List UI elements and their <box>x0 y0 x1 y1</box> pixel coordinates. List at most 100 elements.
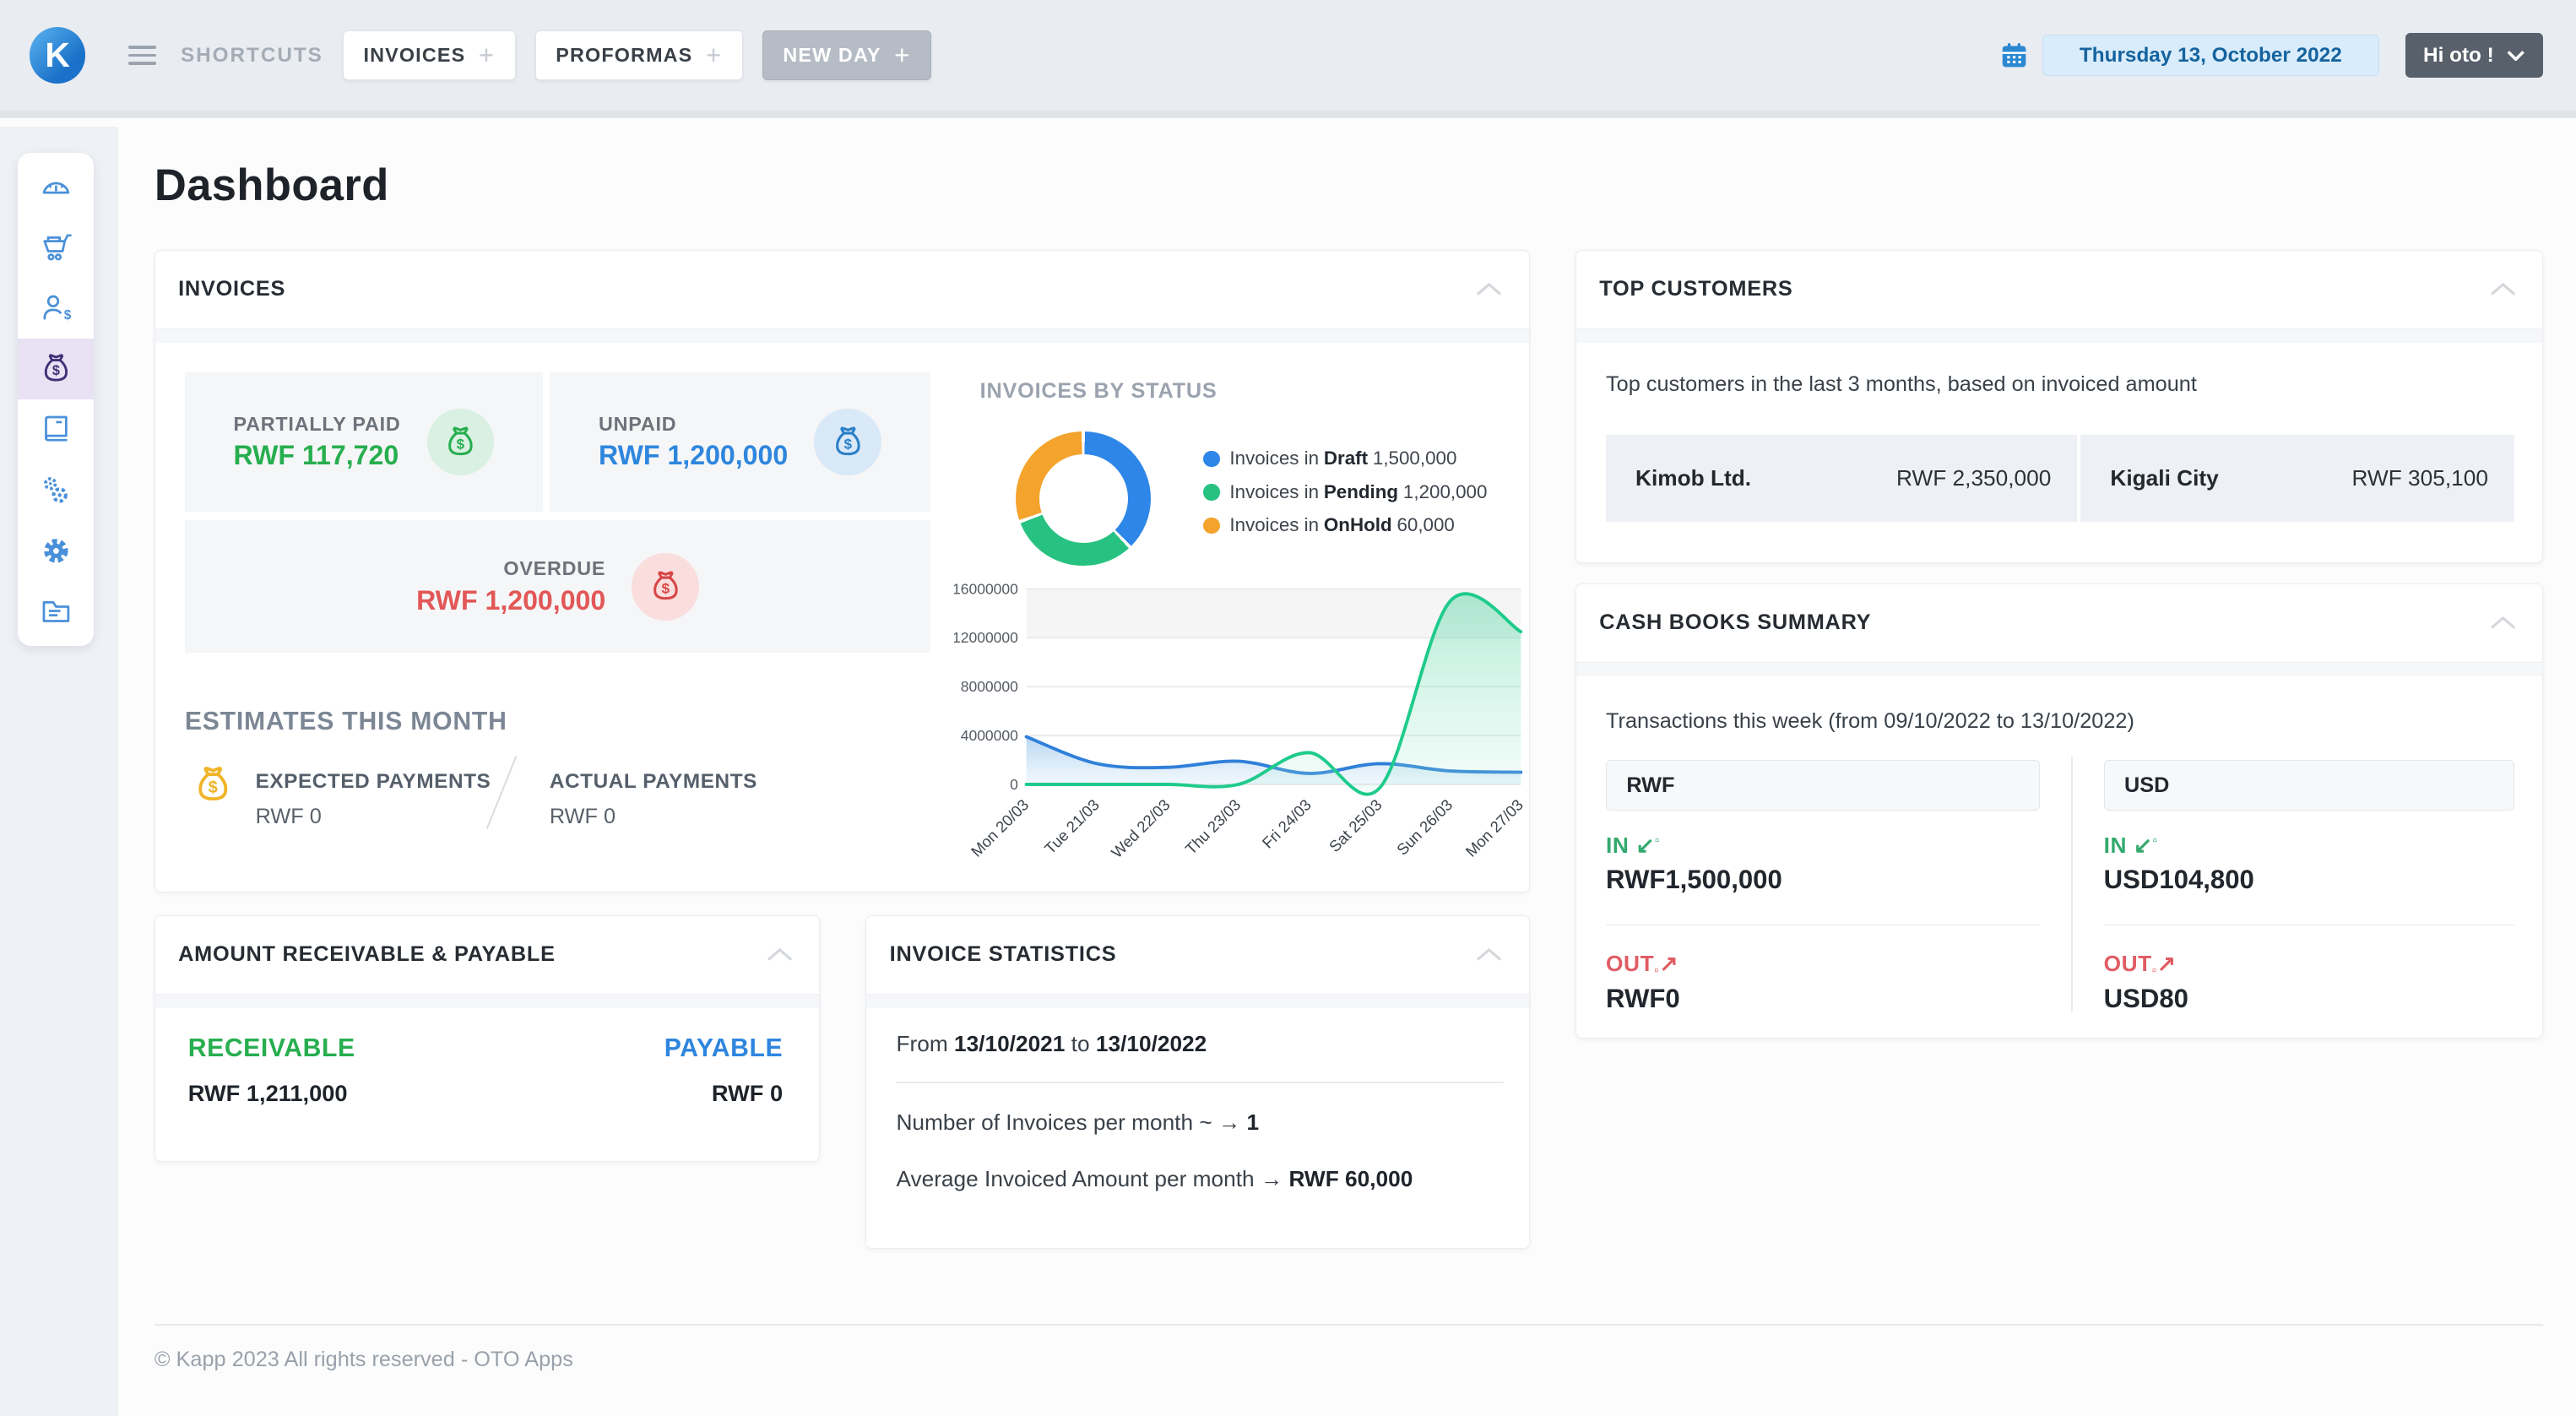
app-logo[interactable]: K <box>30 27 86 84</box>
svg-text:$: $ <box>63 308 71 323</box>
menu-icon[interactable] <box>127 45 156 66</box>
plus-icon: + <box>894 40 911 70</box>
receivable-label: RECEIVABLE <box>187 1034 355 1062</box>
date-picker[interactable]: Thursday 13, October 2022 <box>2042 35 2379 76</box>
sidebar-item-dashboard[interactable] <box>18 156 94 217</box>
collapse-chevron-icon[interactable] <box>1476 283 1502 296</box>
tile-label: OVERDUE <box>503 556 606 579</box>
svg-text:Sat 25/03: Sat 25/03 <box>1325 795 1385 855</box>
stat-average-amount: Average Invoiced Amount per month → RWF … <box>896 1165 1413 1191</box>
folder-docs-icon <box>42 601 69 623</box>
page-title: Dashboard <box>154 160 389 210</box>
legend-item-onhold[interactable]: Invoices in OnHold 60,000 <box>1203 514 1487 536</box>
expected-payments-value: RWF 0 <box>255 805 322 829</box>
collapse-chevron-icon[interactable] <box>2490 283 2516 296</box>
arrow-right-icon: → <box>1217 1109 1241 1136</box>
divider <box>896 1082 1505 1084</box>
payable-value: RWF 0 <box>711 1080 784 1107</box>
legend-prefix: Invoices in <box>1229 448 1320 469</box>
sidebar-item-settings[interactable] <box>18 521 94 582</box>
legend-prefix: Invoices in <box>1229 514 1320 536</box>
proformas-tab-button[interactable]: PROFORMAS + <box>534 30 743 80</box>
customer-dollar-icon: $ <box>43 295 71 323</box>
svg-text:16000000: 16000000 <box>954 580 1018 597</box>
top-customers-card: TOP CUSTOMERS Top customers in the last … <box>1575 249 2544 564</box>
cash-books-card: CASH BOOKS SUMMARY Transactions this wee… <box>1575 583 2544 1039</box>
out-value-usd: USD80 <box>2103 983 2188 1013</box>
customer-row[interactable]: Kimob Ltd. RWF 2,350,000 <box>1606 434 2078 522</box>
divider <box>2070 757 2073 1012</box>
legend-item-pending[interactable]: Invoices in Pending 1,200,000 <box>1203 481 1487 503</box>
card-band <box>155 329 1529 343</box>
legend-item-draft[interactable]: Invoices in Draft 1,500,000 <box>1203 448 1487 469</box>
svg-text:4000000: 4000000 <box>960 727 1017 744</box>
in-label-rwf: IN ↙▫ <box>1606 832 1661 858</box>
currency-box-rwf[interactable]: RWF <box>1606 759 2040 811</box>
tile-label: UNPAID <box>599 412 677 435</box>
current-date-label: Thursday 13, October 2022 <box>2079 43 2342 67</box>
customer-amount: RWF 305,100 <box>2351 464 2488 491</box>
tile-value: RWF 1,200,000 <box>416 584 606 616</box>
currency-label: USD <box>2123 773 2170 797</box>
user-menu-button[interactable]: Hi oto ! <box>2405 33 2544 78</box>
expected-payments-label: EXPECTED PAYMENTS <box>255 769 491 793</box>
svg-text:12000000: 12000000 <box>954 629 1018 646</box>
legend-amount: 60,000 <box>1396 514 1455 536</box>
currency-box-usd[interactable]: USD <box>2103 759 2515 811</box>
in-arrow-icon: ▫ <box>2152 833 2158 848</box>
receivable-payable-title: AMOUNT RECEIVABLE & PAYABLE <box>178 942 556 967</box>
sidebar-item-documents[interactable] <box>18 582 94 643</box>
collapse-chevron-icon[interactable] <box>767 948 793 962</box>
footer-copyright: © Kapp 2023 All rights reserved - OTO Ap… <box>154 1347 573 1371</box>
invoices-card: INVOICES PARTIALLY PAID RWF 117,720 $ UN… <box>154 249 1530 892</box>
legend-status: OnHold <box>1323 514 1392 536</box>
legend-status: Draft <box>1323 448 1369 469</box>
money-bag-icon: $ <box>653 571 678 600</box>
from-date: 13/10/2021 <box>953 1031 1066 1056</box>
card-band <box>1576 663 2543 676</box>
shortcuts-label: SHORTCUTS <box>181 43 323 67</box>
customer-row[interactable]: Kigali City RWF 305,100 <box>2080 434 2515 522</box>
sidebar-item-ledger[interactable] <box>18 399 94 460</box>
collapse-chevron-icon[interactable] <box>2490 616 2516 630</box>
estimate-money-bag-icon: $ <box>192 763 235 806</box>
topbar-right: Thursday 13, October 2022 Hi oto ! <box>2000 33 2544 78</box>
customer-name: Kimob Ltd. <box>1635 464 1752 491</box>
invoices-tab-button[interactable]: INVOICES + <box>343 30 516 80</box>
money-bag-icon: $ <box>448 426 473 456</box>
svg-text:$: $ <box>457 436 465 452</box>
invoice-statistics-title: INVOICE STATISTICS <box>889 942 1117 967</box>
receivable-payable-header: AMOUNT RECEIVABLE & PAYABLE <box>155 916 819 996</box>
customer-amount: RWF 2,350,000 <box>1895 464 2052 491</box>
svg-text:$: $ <box>843 436 852 452</box>
chevron-down-icon <box>2507 50 2525 62</box>
new-day-button[interactable]: NEW DAY + <box>762 30 931 80</box>
card-band <box>155 995 819 1008</box>
svg-text:Wed 22/03: Wed 22/03 <box>1107 795 1173 861</box>
money-bag-icon: $ <box>835 426 860 456</box>
user-greeting: Hi oto ! <box>2423 43 2494 67</box>
invoices-tab-label: INVOICES <box>363 44 466 67</box>
tile-value: RWF 117,720 <box>233 440 399 471</box>
svg-text:Tue 21/03: Tue 21/03 <box>1040 795 1102 857</box>
footer-divider <box>154 1324 2544 1326</box>
invoices-card-title: INVOICES <box>178 277 286 301</box>
overdue-tile: OVERDUE RWF 1,200,000 $ <box>184 519 931 654</box>
money-bag-bubble: $ <box>632 552 700 621</box>
svg-text:Mon 27/03: Mon 27/03 <box>1462 795 1527 860</box>
legend-dot <box>1203 450 1220 467</box>
actual-payments: ACTUAL PAYMENTS RWF 0 <box>550 770 757 830</box>
out-arrow-icon: ▫ <box>1654 963 1660 978</box>
sidebar-item-services[interactable] <box>18 460 94 521</box>
legend-amount: 1,200,000 <box>1402 480 1488 502</box>
collapse-chevron-icon[interactable] <box>1476 948 1502 962</box>
svg-text:$: $ <box>208 779 217 797</box>
in-value-usd: USD104,800 <box>2103 865 2254 895</box>
sidebar-item-sales[interactable] <box>18 217 94 278</box>
tile-label: PARTIALLY PAID <box>233 412 401 435</box>
sidebar-item-money[interactable]: $ <box>18 338 94 399</box>
out-value-rwf: RWF0 <box>1606 983 1680 1013</box>
svg-text:Fri 24/03: Fri 24/03 <box>1258 795 1314 851</box>
sidebar-item-customers[interactable]: $ <box>18 278 94 339</box>
